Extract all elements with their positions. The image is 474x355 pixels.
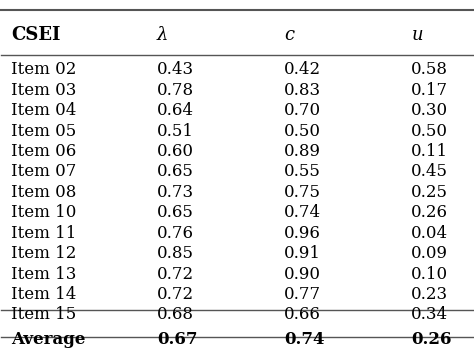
Text: 0.42: 0.42 <box>284 61 321 78</box>
Text: 0.72: 0.72 <box>157 266 194 283</box>
Text: 0.58: 0.58 <box>411 61 448 78</box>
Text: 0.78: 0.78 <box>157 82 194 99</box>
Text: CSEI: CSEI <box>11 26 60 44</box>
Text: 0.91: 0.91 <box>284 245 321 262</box>
Text: Item 06: Item 06 <box>11 143 76 160</box>
Text: 0.09: 0.09 <box>411 245 448 262</box>
Text: Average: Average <box>11 331 85 348</box>
Text: Item 03: Item 03 <box>11 82 76 99</box>
Text: c: c <box>284 26 294 44</box>
Text: 0.76: 0.76 <box>157 225 194 242</box>
Text: Item 12: Item 12 <box>11 245 76 262</box>
Text: Item 08: Item 08 <box>11 184 76 201</box>
Text: 0.72: 0.72 <box>157 286 194 303</box>
Text: 0.68: 0.68 <box>157 306 194 323</box>
Text: 0.45: 0.45 <box>411 163 448 180</box>
Text: Item 13: Item 13 <box>11 266 76 283</box>
Text: 0.66: 0.66 <box>284 306 321 323</box>
Text: Item 07: Item 07 <box>11 163 76 180</box>
Text: u: u <box>411 26 423 44</box>
Text: 0.74: 0.74 <box>284 204 321 221</box>
Text: 0.25: 0.25 <box>411 184 448 201</box>
Text: 0.26: 0.26 <box>411 331 452 348</box>
Text: 0.65: 0.65 <box>157 163 194 180</box>
Text: Item 04: Item 04 <box>11 102 76 119</box>
Text: 0.51: 0.51 <box>157 122 194 140</box>
Text: 0.17: 0.17 <box>411 82 448 99</box>
Text: 0.26: 0.26 <box>411 204 448 221</box>
Text: 0.90: 0.90 <box>284 266 321 283</box>
Text: 0.34: 0.34 <box>411 306 448 323</box>
Text: 0.04: 0.04 <box>411 225 448 242</box>
Text: 0.55: 0.55 <box>284 163 321 180</box>
Text: 0.70: 0.70 <box>284 102 321 119</box>
Text: 0.83: 0.83 <box>284 82 321 99</box>
Text: 0.50: 0.50 <box>411 122 448 140</box>
Text: 0.60: 0.60 <box>157 143 194 160</box>
Text: Item 11: Item 11 <box>11 225 76 242</box>
Text: 0.85: 0.85 <box>157 245 194 262</box>
Text: Item 15: Item 15 <box>11 306 76 323</box>
Text: Item 02: Item 02 <box>11 61 76 78</box>
Text: λ: λ <box>157 26 168 44</box>
Text: 0.65: 0.65 <box>157 204 194 221</box>
Text: 0.64: 0.64 <box>157 102 194 119</box>
Text: Item 14: Item 14 <box>11 286 76 303</box>
Text: 0.10: 0.10 <box>411 266 448 283</box>
Text: 0.30: 0.30 <box>411 102 448 119</box>
Text: 0.11: 0.11 <box>411 143 448 160</box>
Text: 0.96: 0.96 <box>284 225 321 242</box>
Text: 0.89: 0.89 <box>284 143 321 160</box>
Text: 0.75: 0.75 <box>284 184 321 201</box>
Text: 0.77: 0.77 <box>284 286 321 303</box>
Text: 0.43: 0.43 <box>157 61 194 78</box>
Text: Item 10: Item 10 <box>11 204 76 221</box>
Text: 0.73: 0.73 <box>157 184 194 201</box>
Text: Item 05: Item 05 <box>11 122 76 140</box>
Text: 0.74: 0.74 <box>284 331 325 348</box>
Text: 0.50: 0.50 <box>284 122 321 140</box>
Text: 0.67: 0.67 <box>157 331 197 348</box>
Text: 0.23: 0.23 <box>411 286 448 303</box>
